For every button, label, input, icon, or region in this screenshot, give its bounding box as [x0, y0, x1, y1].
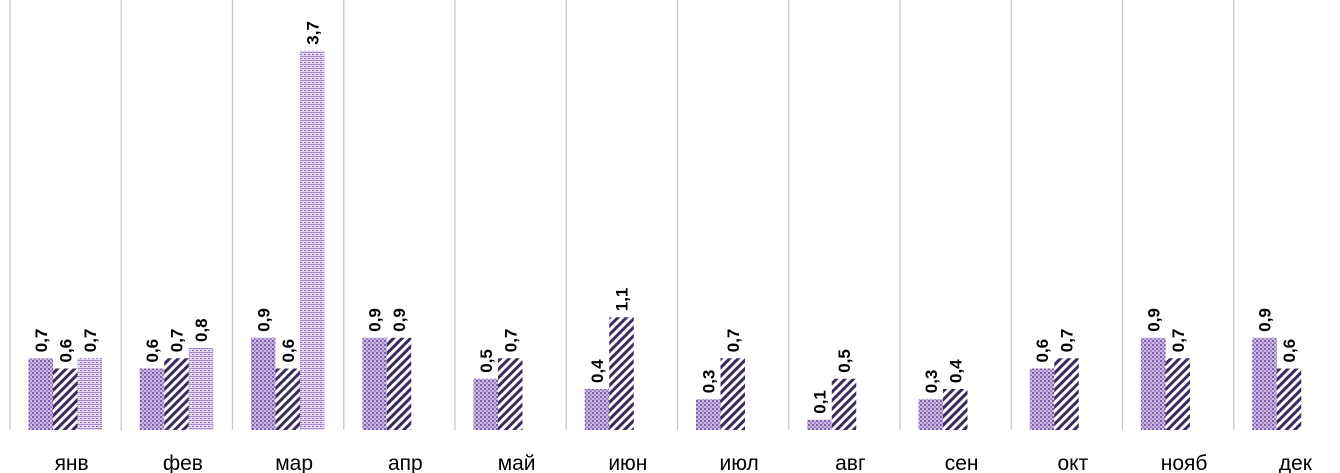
bar-series-3 — [188, 348, 214, 430]
bar-series-2 — [831, 378, 857, 430]
category-label: сен — [945, 452, 979, 473]
data-label-series-1: 0,6 — [1033, 339, 1052, 363]
data-label-series-3: 3,7 — [303, 21, 322, 45]
bar-series-2 — [1165, 358, 1190, 430]
bar-series-2 — [498, 358, 523, 430]
grid-lines — [9, 0, 1235, 430]
data-label-series-3: 0,7 — [81, 329, 100, 353]
data-label-series-1: 0,9 — [1256, 308, 1275, 332]
data-label-series-2: 0,9 — [390, 308, 409, 332]
bar-series-1 — [696, 399, 721, 430]
category-label: авг — [835, 452, 866, 473]
bar-series-1 — [1141, 337, 1166, 430]
bar-series-1 — [362, 337, 387, 430]
data-label-series-2: 0,6 — [56, 339, 75, 363]
data-label-series-1: 0,3 — [922, 370, 941, 394]
bar-series-2 — [609, 317, 634, 430]
data-label-series-2: 0,5 — [835, 349, 854, 373]
data-label-series-2: 0,7 — [168, 329, 187, 353]
data-label-series-2: 0,4 — [946, 359, 965, 383]
bar-series-2 — [164, 358, 189, 430]
category-label: окт — [1058, 452, 1089, 473]
bar-series-3 — [300, 50, 325, 430]
bar-series-1 — [1029, 368, 1055, 430]
data-label-series-2: 0,7 — [724, 329, 743, 353]
data-label-series-1: 0,1 — [811, 390, 830, 414]
data-label-series-1: 0,9 — [1144, 308, 1163, 332]
bar-series-1 — [807, 419, 832, 430]
data-label-series-1: 0,6 — [143, 339, 162, 363]
data-label-series-3: 0,8 — [192, 318, 211, 342]
data-label-series-1: 0,7 — [32, 329, 51, 353]
bar-series-1 — [473, 378, 498, 430]
category-label: дек — [1279, 452, 1313, 473]
data-label-series-1: 0,3 — [699, 370, 718, 394]
data-label-series-2: 0,6 — [1280, 339, 1299, 363]
data-label-series-2: 0,7 — [1058, 329, 1077, 353]
bar-series-2 — [386, 337, 412, 430]
category-label: апр — [388, 452, 423, 473]
category-label: янв — [55, 452, 89, 473]
bar-series-2 — [720, 358, 745, 430]
category-label: мар — [275, 452, 313, 473]
bar-series-2 — [275, 368, 300, 430]
bar-series-1 — [584, 389, 610, 430]
data-label-series-1: 0,9 — [366, 308, 385, 332]
bar-series-1 — [28, 358, 53, 430]
bar-series-2 — [1276, 368, 1302, 430]
category-label: май — [498, 452, 536, 473]
bar-series-1 — [918, 399, 943, 430]
bar-series-1 — [139, 368, 165, 430]
category-label: июн — [608, 452, 647, 473]
data-label-series-2: 0,6 — [279, 339, 298, 363]
data-label-series-1: 0,4 — [588, 359, 607, 383]
bar-series-2 — [943, 389, 968, 430]
data-label-series-2: 1,1 — [613, 288, 632, 312]
category-labels: янв фев мар апр май июн июл авг сен окт нояб дек — [55, 452, 1313, 473]
bar-series-2 — [53, 368, 78, 430]
data-label-series-2: 0,7 — [1169, 329, 1188, 353]
category-label: июл — [719, 452, 758, 473]
category-label: нояб — [1161, 452, 1208, 473]
bar-series-3 — [77, 358, 102, 430]
data-label-series-2: 0,7 — [501, 329, 520, 353]
bar-series-2 — [1054, 358, 1079, 430]
data-label-series-1: 0,9 — [254, 308, 273, 332]
data-label-series-1: 0,5 — [477, 349, 496, 373]
category-label: фев — [163, 452, 203, 473]
bar-series-1 — [251, 337, 276, 430]
value-labels: 0,7 0,6 0,7 0,6 0,7 0,8 0,9 0,6 3,7 0,9 0,9 0,5 0,7 0… — [32, 21, 1299, 414]
bars — [28, 50, 1302, 430]
bar-series-1 — [1252, 337, 1277, 430]
